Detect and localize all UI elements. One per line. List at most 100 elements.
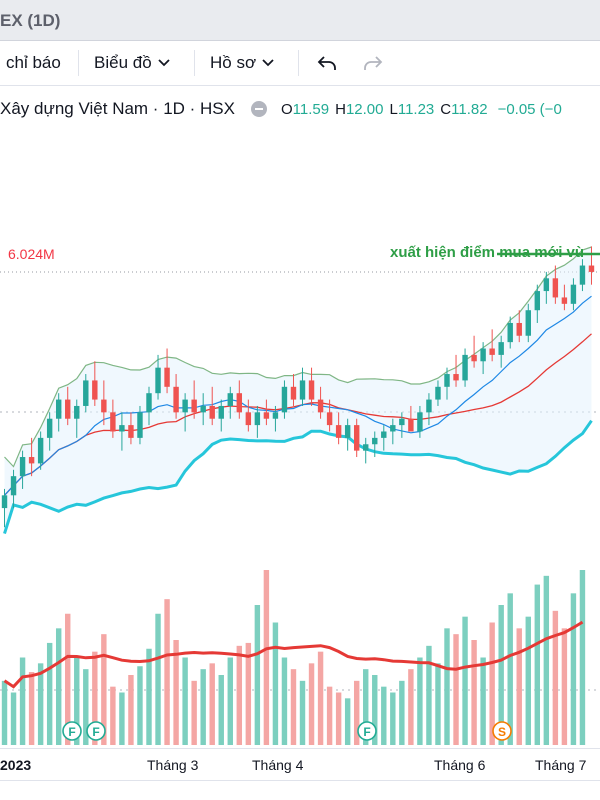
collapse-legend-icon[interactable] [251, 101, 267, 117]
candle-body [19, 457, 26, 477]
event-marker-circle [62, 721, 82, 741]
candle-body [317, 399, 324, 413]
candle-body [308, 380, 315, 400]
volume-bar [552, 610, 559, 745]
candle-body [182, 399, 188, 413]
candle [462, 348, 468, 387]
x-tick-label: Tháng 7 [535, 757, 587, 773]
event-marker-label: F [363, 725, 370, 739]
candle [570, 278, 577, 311]
x-tick-year: 2023 [0, 757, 32, 773]
volume-bar [92, 651, 98, 745]
candle-body [561, 297, 568, 304]
candle [263, 399, 270, 426]
candle [128, 412, 134, 445]
candle-body [299, 380, 306, 400]
candle [534, 284, 541, 323]
volume-bar [471, 640, 477, 745]
candle-body [480, 348, 486, 362]
moving-average-red-line [4, 333, 592, 496]
candle-body [209, 405, 215, 419]
moving-average-blue-line [4, 295, 592, 496]
profile-label: Hồ sơ [210, 53, 257, 72]
candle-body [290, 386, 297, 400]
profile-button[interactable]: Hồ sơ [210, 51, 274, 75]
volume-bar [146, 648, 152, 745]
volume-bar [299, 680, 306, 745]
candle-body [200, 405, 206, 413]
redo-button[interactable] [362, 51, 384, 75]
candle-body [453, 374, 459, 381]
candle-body [363, 444, 369, 451]
candle [290, 374, 297, 406]
volume-bar [372, 675, 378, 745]
volume-bar [101, 634, 107, 745]
volume-bar [561, 628, 568, 745]
volume-bar [128, 675, 134, 745]
candle [335, 412, 342, 445]
volume-bar [155, 613, 161, 745]
candle [245, 399, 252, 432]
candle-body [399, 418, 405, 426]
volume-bar [534, 584, 541, 745]
volume-bar [236, 645, 243, 745]
candle [218, 399, 224, 432]
candle [525, 303, 531, 343]
candle [55, 393, 62, 432]
event-marker-circle [357, 721, 377, 741]
volume-bar [263, 570, 270, 745]
split-event-marker: S [492, 721, 512, 741]
volume-bar [55, 628, 62, 745]
volume-bar [164, 599, 170, 745]
volume-bar [498, 605, 504, 745]
candle-body [570, 284, 577, 304]
volume-bar [480, 657, 486, 745]
candle [516, 310, 522, 343]
x-tick-label: Tháng 6 [434, 757, 486, 773]
undo-button[interactable] [316, 51, 338, 75]
volume-bar [1, 680, 8, 745]
candle-body [426, 399, 432, 413]
symbol-text: Xây dựng Việt Nam · 1D · HSX [0, 99, 235, 118]
candle [489, 329, 495, 362]
candle [353, 418, 360, 458]
volume-bar [209, 663, 215, 745]
candle-body [344, 425, 351, 438]
candle [137, 405, 143, 445]
bollinger-upper-line [4, 246, 592, 468]
candle [507, 316, 513, 349]
candle-body [128, 425, 134, 438]
candle-body [353, 425, 360, 451]
candle [101, 380, 107, 426]
volume-bar [245, 642, 252, 745]
candle-body [55, 399, 62, 419]
event-marker-circle [86, 721, 106, 741]
candle [155, 354, 161, 400]
candle [74, 399, 80, 438]
candle [92, 361, 98, 406]
buy-signal-annotation: xuất hiện điểm mua mới vù [390, 244, 585, 261]
indicators-button[interactable]: chỉ báo [6, 51, 61, 75]
event-marker-circle [492, 721, 512, 741]
toolbar-divider [78, 50, 79, 76]
candle [399, 412, 405, 438]
volume-bar [19, 657, 26, 745]
volume-bar [28, 672, 35, 745]
volume-bar [218, 675, 224, 745]
volume-bar [435, 663, 441, 745]
candle-body [588, 265, 595, 272]
chart-type-button[interactable]: Biểu đồ [94, 51, 170, 75]
candle-body [164, 367, 170, 387]
candle-body [471, 354, 477, 362]
volume-bar [543, 575, 550, 745]
candle-body [498, 342, 504, 355]
candle [417, 405, 423, 438]
volume-bar [46, 642, 53, 745]
volume-bar [426, 645, 432, 745]
volume-bar [453, 634, 459, 745]
volume-bar [308, 663, 315, 745]
candle-body [236, 393, 243, 413]
candle-body [137, 412, 143, 438]
candle [579, 259, 586, 292]
